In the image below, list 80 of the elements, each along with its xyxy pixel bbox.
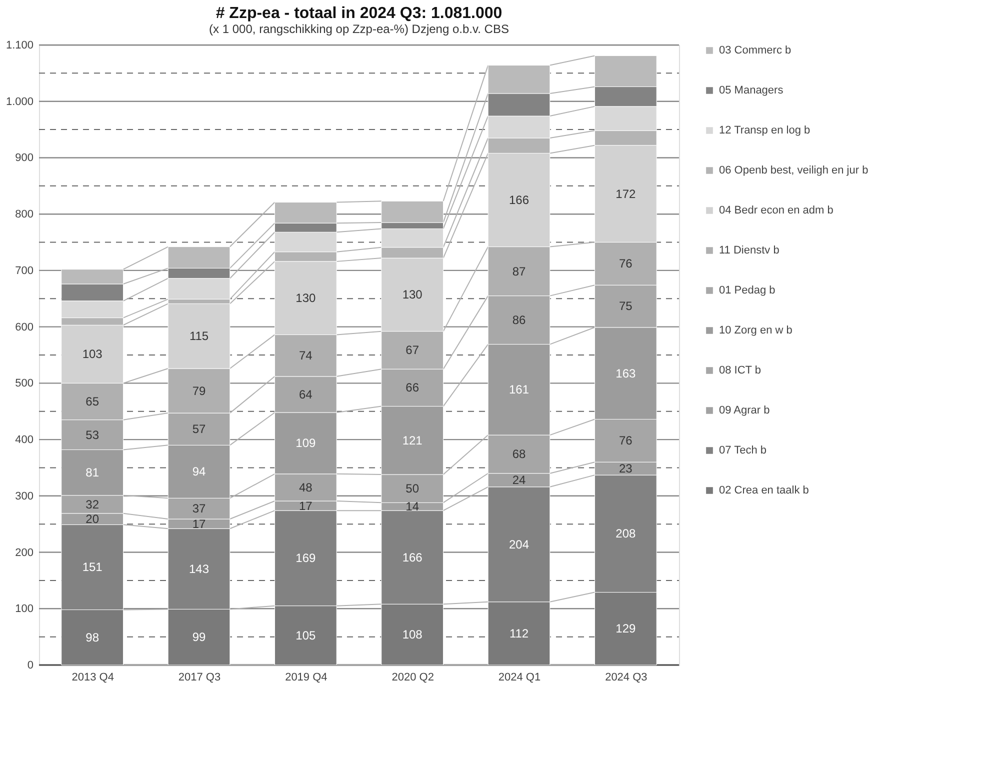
data-label: 76: [618, 434, 633, 448]
data-label: 166: [508, 193, 530, 207]
data-label: 103: [82, 347, 103, 362]
data-label: 50: [406, 482, 420, 496]
legend-label: 03 Commerc b: [719, 44, 792, 56]
data-label: 99: [192, 630, 206, 644]
data-label: 76: [618, 256, 633, 271]
data-label: 109: [296, 436, 316, 450]
data-label: 17: [192, 516, 206, 531]
data-label: 143: [188, 562, 210, 576]
legend-label: 06 Openb best, veiligh en jur b: [719, 164, 868, 176]
x-tick-label: 2013 Q4: [72, 672, 114, 684]
data-label: 121: [402, 433, 423, 448]
legend-label: 05 Managers: [719, 84, 784, 96]
data-label: 53: [86, 428, 100, 442]
data-label: 129: [616, 622, 636, 636]
legend-label: 10 Zorg en w b: [719, 324, 792, 336]
data-label: 130: [402, 288, 423, 302]
data-label: 161: [508, 382, 530, 397]
y-tick-label: 1.000: [6, 96, 34, 108]
y-tick-label: 400: [15, 434, 34, 446]
data-label: 163: [616, 366, 636, 380]
y-tick-label: 700: [15, 264, 34, 277]
data-label: 32: [86, 497, 100, 512]
data-label: 23: [618, 462, 633, 476]
legend-label: 04 Bedr econ en adm b: [719, 204, 834, 216]
data-label: 66: [406, 380, 420, 395]
data-label: 79: [192, 384, 206, 398]
data-label: 105: [296, 628, 316, 642]
data-label: 112: [509, 626, 529, 640]
x-tick-label: 2017 Q3: [178, 672, 221, 684]
data-label: 67: [406, 343, 420, 358]
legend-label: 12 Transp en log b: [719, 124, 810, 136]
data-label: 130: [296, 291, 316, 306]
data-label: 48: [298, 480, 313, 494]
legend-label: 07 Tech b: [719, 444, 767, 456]
data-label: 208: [616, 526, 636, 541]
y-tick-label: 0: [27, 660, 34, 672]
y-tick-label: 1.100: [6, 40, 34, 52]
data-label: 68: [512, 447, 526, 462]
x-tick-label: 2024 Q3: [605, 672, 648, 684]
chart-title: # Zzp-ea - totaal in 2024 Q3: 1.081.000: [216, 5, 502, 22]
data-label: 108: [402, 628, 423, 642]
data-label: 169: [296, 551, 316, 566]
data-label: 204: [508, 537, 530, 552]
data-label: 151: [82, 560, 103, 574]
data-label: 57: [192, 422, 206, 436]
data-label: 65: [86, 394, 100, 408]
data-label: 166: [402, 550, 423, 564]
chart-subtitle: (x 1 000, rangschikking op Zzp-ea-%) Dzjeng o.b.v. CBS: [209, 22, 509, 36]
data-label: 74: [298, 348, 313, 363]
data-label: 75: [618, 299, 633, 314]
data-label: 98: [86, 630, 100, 644]
legend-label: 01 Pedag b: [719, 284, 776, 296]
y-tick-label: 600: [15, 321, 34, 334]
x-tick-label: 2019 Q4: [285, 672, 328, 684]
data-label: 37: [192, 502, 206, 516]
legend-label: 02 Crea en taalk b: [719, 484, 809, 496]
legend-label: 09 Agrar b: [719, 404, 770, 416]
y-tick-label: 800: [15, 208, 34, 221]
data-label: 115: [189, 329, 209, 344]
y-tick-label: 900: [15, 152, 34, 164]
y-tick-label: 200: [15, 546, 34, 559]
data-label: 14: [406, 500, 420, 514]
y-tick-label: 500: [15, 378, 34, 390]
data-label: 17: [298, 498, 313, 513]
data-label: 172: [616, 186, 636, 201]
data-label: 86: [512, 313, 526, 328]
legend-label: 08 ICT b: [719, 364, 761, 376]
data-label: 94: [192, 464, 206, 479]
y-tick-label: 300: [15, 490, 34, 502]
legend-label: 11 Dienstv b: [719, 244, 780, 256]
data-label: 64: [298, 387, 313, 402]
y-tick-label: 100: [15, 603, 34, 616]
x-tick-label: 2020 Q2: [392, 672, 434, 684]
x-tick-label: 2024 Q1: [498, 672, 541, 684]
data-label: 87: [512, 264, 526, 278]
data-label: 20: [86, 512, 100, 526]
data-label: 81: [86, 466, 100, 480]
data-label: 24: [512, 473, 526, 488]
